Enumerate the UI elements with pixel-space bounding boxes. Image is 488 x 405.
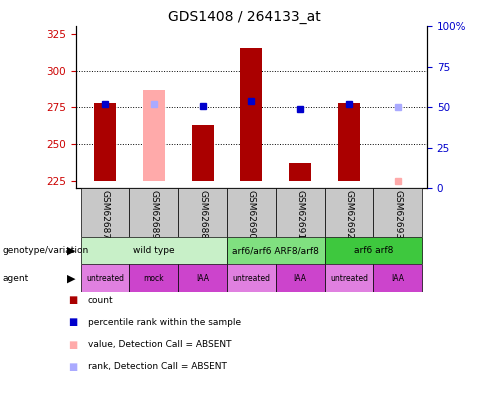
Text: ■: ■ [68,362,78,372]
Text: IAA: IAA [294,274,306,283]
Text: arf6/arf6 ARF8/arf8: arf6/arf6 ARF8/arf8 [232,246,319,255]
Text: GSM62691: GSM62691 [296,190,305,239]
Bar [94,103,116,181]
Bar [81,237,227,264]
Bar [325,237,422,264]
Bar [178,188,227,237]
Text: genotype/variation: genotype/variation [2,246,89,255]
Text: mock: mock [143,274,164,283]
Text: rank, Detection Call = ABSENT: rank, Detection Call = ABSENT [88,362,227,371]
Bar [373,188,422,237]
Bar [192,125,214,181]
Text: GSM62692: GSM62692 [345,190,353,239]
Bar [178,264,227,292]
Text: IAA: IAA [391,274,404,283]
Text: GDS1408 / 264133_at: GDS1408 / 264133_at [167,10,321,24]
Text: wild type: wild type [133,246,175,255]
Bar [227,264,276,292]
Text: ▶: ▶ [66,246,75,256]
Text: arf6 arf8: arf6 arf8 [354,246,393,255]
Bar [227,237,325,264]
Text: agent: agent [2,274,29,283]
Bar [276,264,325,292]
Text: ■: ■ [68,295,78,305]
Bar [325,188,373,237]
Text: GSM62689: GSM62689 [149,190,158,239]
Text: GSM62687: GSM62687 [101,190,109,239]
Bar [289,163,311,181]
Bar [81,264,129,292]
Text: ■: ■ [68,318,78,327]
Bar [325,264,373,292]
Bar [338,103,360,181]
Text: untreated: untreated [232,274,270,283]
Text: IAA: IAA [196,274,209,283]
Text: GSM62693: GSM62693 [393,190,402,239]
Bar [129,264,178,292]
Bar [276,188,325,237]
Text: untreated: untreated [86,274,124,283]
Text: ▶: ▶ [66,273,75,283]
Bar [227,188,276,237]
Text: ■: ■ [68,340,78,350]
Bar [81,188,129,237]
Text: percentile rank within the sample: percentile rank within the sample [88,318,241,327]
Bar [241,49,263,181]
Bar [143,90,165,181]
Text: untreated: untreated [330,274,368,283]
Text: count: count [88,296,114,305]
Text: GSM62690: GSM62690 [247,190,256,239]
Text: GSM62688: GSM62688 [198,190,207,239]
Text: value, Detection Call = ABSENT: value, Detection Call = ABSENT [88,340,231,349]
Bar [373,264,422,292]
Bar [129,188,178,237]
